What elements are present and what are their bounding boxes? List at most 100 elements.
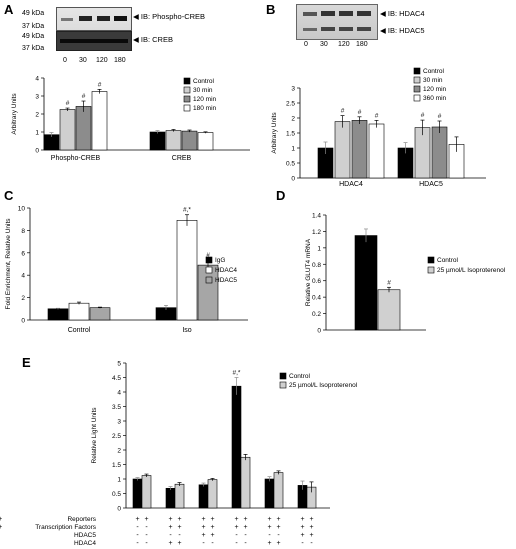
factor-sign: - — [145, 524, 148, 531]
chart-d-y-tick-label: 0.4 — [312, 295, 321, 302]
chart-e-legend-label: Control — [289, 373, 311, 380]
chart-c-y-tick-label: 10 — [18, 206, 26, 213]
chart-e-y-tick-label: 2.5 — [112, 433, 121, 440]
chart-e-bar — [231, 385, 242, 509]
factor-sign: + — [210, 516, 214, 523]
factor-sign: + — [0, 524, 2, 531]
chart-a-bar — [75, 106, 92, 151]
blot-a-phospho-membrane — [56, 7, 132, 31]
chart-a-category-label: CREB — [172, 155, 192, 162]
chart-c-bar — [47, 308, 69, 321]
factor-sign: - — [202, 540, 205, 547]
blot-a-mw-bottom-1: 49 kDa — [22, 33, 45, 40]
factor-sign: + — [267, 524, 271, 531]
factor-sign: + — [234, 516, 238, 523]
chart-c-legend-swatch — [205, 256, 213, 264]
panel-label-b: B — [266, 2, 276, 17]
chart-a-y-tick-label: 0 — [35, 148, 39, 155]
chart-e-y-tick-label: 0 — [117, 506, 121, 513]
chart-d-legend-swatch — [427, 266, 435, 274]
chart-b-y-tick-label: 2 — [291, 116, 295, 123]
factor-sign: + — [168, 524, 172, 531]
chart-a-legend-swatch — [183, 86, 191, 94]
factor-sign: + — [210, 532, 214, 539]
factor-sign: - — [178, 532, 181, 539]
chart-d-bar — [354, 235, 378, 331]
blot-b-lane-0: 0 — [304, 41, 308, 48]
blot-a-mw-top-2: 37 kDa — [22, 23, 45, 30]
chart-a-legend-swatch — [183, 77, 191, 85]
chart-d-significance-mark: # — [387, 279, 391, 286]
factor-sign: - — [169, 532, 172, 539]
blot-a-mw-bottom-2: 37 kDa — [22, 45, 45, 52]
chart-e-bar — [240, 456, 251, 509]
factor-sign: - — [301, 540, 304, 547]
chart-e-y-tick-label: 3 — [117, 419, 121, 426]
chart-b-significance-mark: # — [341, 108, 345, 115]
blot-a: 49 kDa 37 kDa 49 kDa 37 kDa ◀ IB: Phosph… — [0, 0, 260, 70]
chart-a-bar — [165, 130, 182, 151]
chart-e-bar — [264, 478, 275, 509]
chart-a-category-label: Phospho-CREB — [51, 155, 101, 162]
factor-sign: + — [168, 540, 172, 547]
chart-b-y-tick-label: 1 — [291, 146, 295, 153]
chart-c-y-tick-label: 2 — [21, 295, 25, 302]
chart-c-bar — [176, 220, 198, 321]
chart-c-significance-mark: # — [206, 252, 210, 259]
chart-e-y-tick-label: 3.5 — [112, 404, 121, 411]
chart-a-legend-swatch — [183, 95, 191, 103]
chart-c-significance-mark: #,* — [183, 207, 191, 214]
chart-e-bar — [141, 475, 152, 509]
factor-sign: + — [309, 532, 313, 539]
factor-sign: - — [277, 532, 280, 539]
factor-sign: + — [0, 516, 2, 523]
chart-b-significance-mark: # — [358, 109, 362, 116]
chart-c-y-tick-label: 8 — [21, 228, 25, 235]
chart-a-legend-label: 30 min — [193, 87, 213, 94]
chart-a-legend-label: 120 min — [193, 96, 217, 103]
blot-a-mw-top-1: 49 kDa — [22, 10, 45, 17]
blot-a-phospho-label: ◀ IB: Phospho-CREB — [133, 12, 206, 21]
chart-b-legend-swatch — [413, 85, 421, 93]
chart-b-bar — [431, 126, 448, 179]
chart-a-significance-mark: # — [66, 100, 70, 107]
factor-sign: - — [136, 524, 139, 531]
chart-e-y-tick-label: 4.5 — [112, 375, 121, 382]
chart-b-y-tick-label: 0.5 — [286, 161, 295, 168]
chart-b-legend-swatch — [413, 94, 421, 102]
chart-d-y-tick-label: 0 — [317, 328, 321, 335]
chart-c-y-tick-label: 6 — [21, 250, 25, 257]
blot-a-lane-120: 120 — [96, 57, 108, 64]
chart-d-legend-label: 25 µmol/L Isoproterenol — [437, 267, 506, 274]
factor-sign: + — [201, 516, 205, 523]
chart-b-significance-mark: # — [421, 112, 425, 119]
factor-sign: + — [168, 516, 172, 523]
factor-row-label: Reporters — [67, 516, 96, 523]
factor-row-label: Transcription Factors — [35, 524, 97, 531]
chart-e-bar — [132, 478, 143, 509]
blot-a-creb-label: ◀ IB: CREB — [133, 35, 173, 44]
chart-d-y-tick-label: 1 — [317, 245, 321, 252]
chart-c-bar — [89, 307, 111, 321]
chart-a-bar — [149, 131, 166, 151]
chart-b-bar — [351, 120, 368, 179]
factor-sign: - — [211, 540, 214, 547]
chart-e-y-tick-label: 5 — [117, 361, 121, 368]
chart-e-legend-label: 25 µmol/L Isoproterenol — [289, 382, 358, 389]
chart-b-y-tick-label: 0 — [291, 176, 295, 183]
factor-sign: - — [244, 540, 247, 547]
chart-b-significance-mark: # — [375, 112, 379, 119]
chart-c-legend-label: HDAC5 — [215, 277, 237, 284]
panel-label-a: A — [4, 2, 14, 17]
chart-c-category-label: Control — [68, 327, 91, 334]
chart-b-y-tick-label: 1.5 — [286, 131, 295, 138]
chart-e-bar — [174, 483, 185, 509]
factor-sign: + — [144, 516, 148, 523]
panel-label-c: C — [4, 188, 14, 203]
chart-b-legend-label: 120 min — [423, 86, 447, 93]
chart-c-category-label: Iso — [182, 327, 191, 334]
factor-sign: + — [300, 516, 304, 523]
factor-sign: + — [300, 524, 304, 531]
chart-e-bar — [207, 479, 218, 509]
chart-d-y-tick-label: 1.4 — [312, 213, 321, 220]
